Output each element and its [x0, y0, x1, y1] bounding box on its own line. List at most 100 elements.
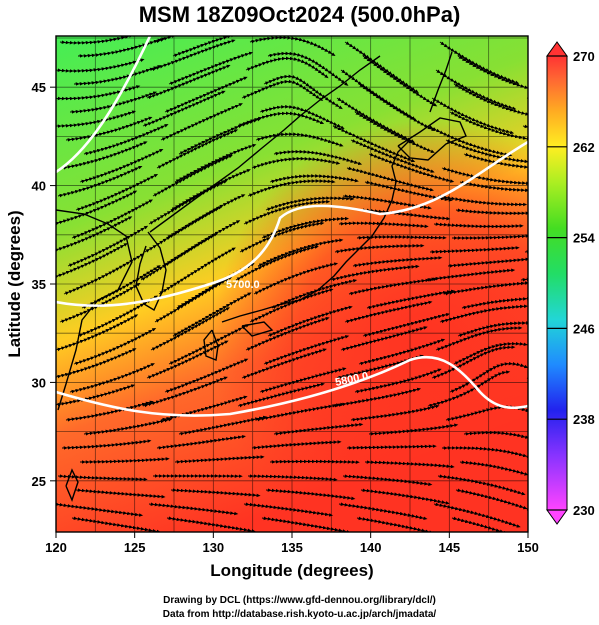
colorbar-ticks: 230 238 246 254 262 270: [547, 49, 595, 518]
streamline: [249, 288, 334, 323]
streamline: [537, 161, 599, 168]
colorbar-tick-label: 246: [573, 321, 595, 336]
streamline: [65, 400, 154, 422]
streamline: [273, 422, 364, 436]
streamline: [170, 488, 261, 498]
streamline: [437, 194, 528, 207]
x-tick-label: 120: [45, 540, 67, 555]
streamline: [253, 262, 339, 295]
y-axis-ticks: 25 30 35 40 45: [32, 80, 56, 489]
streamline: [429, 246, 520, 254]
x-tick-label: 135: [281, 540, 303, 555]
colorbar-tick-label: 262: [573, 140, 595, 155]
y-tick-label: 40: [32, 179, 46, 194]
streamline: [56, 384, 136, 408]
x-tick-label: 145: [438, 540, 460, 555]
streamline: [57, 474, 148, 482]
streamline: [265, 488, 356, 501]
streamline: [251, 440, 342, 450]
streamline: [154, 36, 241, 44]
x-axis-ticks: 120 125 130 135 140 145 150: [45, 532, 539, 555]
streamline: [342, 474, 433, 487]
streamline: [249, 36, 336, 57]
streamline: [459, 460, 528, 482]
height-contours: [56, 36, 528, 417]
y-tick-label: 35: [32, 277, 46, 292]
streamline: [330, 264, 420, 282]
x-axis-label: Longitude (degrees): [210, 561, 373, 580]
contour-north: [56, 36, 152, 174]
streamline: [346, 444, 437, 450]
streamline: [247, 179, 336, 198]
streamline: [273, 149, 363, 166]
y-tick-label: 45: [32, 80, 46, 95]
streamline: [344, 300, 433, 324]
streamline: [245, 317, 330, 351]
streamline: [452, 233, 528, 240]
streamline: [245, 56, 329, 79]
colorbar: 230 238 246 254 262 270: [546, 41, 595, 525]
streamline: [439, 304, 528, 324]
streamline: [443, 280, 528, 296]
streamline: [447, 256, 528, 268]
streamline: [75, 488, 166, 499]
streamline: [537, 448, 599, 473]
streamline: [463, 430, 528, 446]
streamline: [455, 208, 528, 216]
streamline: [455, 488, 528, 515]
colorbar-tick-label: 230: [573, 503, 595, 518]
x-tick-label: 125: [124, 540, 146, 555]
streamline: [56, 502, 144, 517]
y-tick-label: 30: [32, 375, 46, 390]
streamline: [368, 423, 459, 436]
streamline: [338, 502, 428, 521]
colorbar-scale: [546, 55, 568, 511]
streamline: [255, 402, 345, 422]
colorbar-tick-label: 270: [573, 49, 595, 64]
streamline: [247, 474, 338, 482]
streamline: [364, 460, 455, 469]
streamline: [442, 446, 528, 459]
streamline: [243, 199, 331, 225]
streamline: [174, 455, 265, 464]
streamline: [334, 243, 425, 254]
streamline: [243, 502, 334, 517]
streamline: [463, 152, 528, 170]
streamline: [178, 415, 268, 436]
streamline: [348, 277, 438, 296]
streamline: [251, 156, 341, 170]
contour-5700: [56, 140, 528, 307]
streamline: [61, 439, 152, 450]
colorbar-tick-label: 238: [573, 412, 595, 427]
streamline: [80, 457, 170, 464]
streamline: [340, 326, 428, 352]
streamline: [166, 516, 256, 532]
streamline: [459, 180, 528, 193]
streamline: [71, 516, 161, 532]
streamline: [269, 459, 360, 464]
streamline: [142, 376, 228, 408]
streamline: [352, 256, 443, 268]
contour-5800: [56, 355, 528, 417]
streamline: [269, 174, 359, 184]
streamline: [160, 395, 248, 422]
contour-label-5700: 5700.0: [226, 279, 260, 291]
colorbar-top-arrow: [546, 41, 568, 57]
streamline: [360, 488, 450, 505]
y-tick-label: 25: [32, 474, 46, 489]
streamline: [338, 221, 429, 229]
streamline: [83, 417, 173, 436]
credit-drawing: Drawing by DCL (https://www.gfd-dennou.o…: [163, 595, 436, 606]
streamline: [77, 37, 166, 58]
streamline: [156, 434, 246, 450]
streamline: [148, 502, 239, 516]
streamline: [425, 268, 516, 282]
plot-area: 5700.0 5800.0: [55, 35, 599, 550]
streamline: [73, 65, 162, 86]
streamline: [547, 518, 599, 550]
streamline: [356, 516, 446, 532]
streamline: [241, 79, 324, 101]
streamline: [237, 382, 325, 408]
streamline: [356, 235, 447, 240]
